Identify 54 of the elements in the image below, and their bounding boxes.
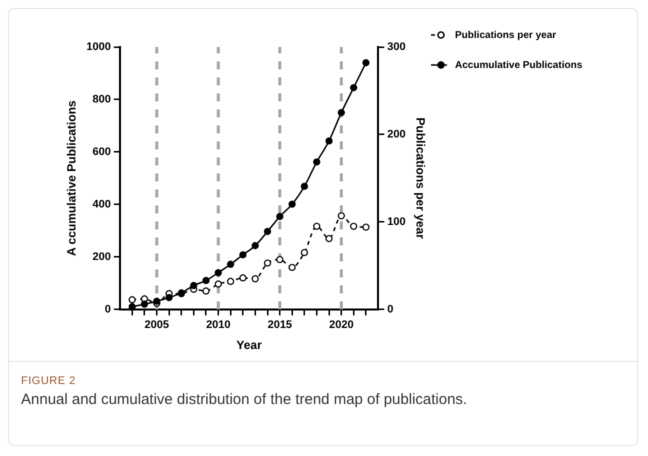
point <box>313 222 320 230</box>
caption: FIGURE 2 <box>21 375 77 387</box>
point <box>362 59 370 66</box>
y-tick-label: 0 <box>104 303 111 316</box>
point <box>239 251 247 258</box>
point <box>214 280 222 288</box>
point <box>128 303 136 310</box>
point <box>202 287 210 295</box>
y-tick-label: 800 <box>92 94 111 106</box>
x-tick-label: 2010 <box>206 319 231 332</box>
point <box>338 212 345 220</box>
y-axis-title: A ccumulative Publications <box>64 100 79 256</box>
point <box>252 242 259 250</box>
y-tick-label: 1000 <box>86 41 111 54</box>
point <box>350 222 358 230</box>
point <box>227 260 234 268</box>
point <box>300 182 308 190</box>
point <box>264 228 272 236</box>
x-tick-label: 2005 <box>144 319 170 332</box>
point <box>264 259 272 267</box>
point <box>350 84 358 92</box>
y-tick-label: 400 <box>92 198 111 210</box>
y2-tick-label: 0 <box>387 303 394 316</box>
y2-axis-title: Publications per year <box>413 118 428 240</box>
point <box>313 158 320 166</box>
point <box>276 256 284 264</box>
point <box>190 282 198 290</box>
point <box>202 276 210 284</box>
y2-tick-label: 200 <box>387 128 406 140</box>
legend-label: Accumulative Publications <box>455 60 583 71</box>
point <box>252 275 259 282</box>
x-axis-title: Year <box>236 338 262 352</box>
x-tick-label: 2020 <box>329 319 354 332</box>
point <box>276 212 284 220</box>
y2-tick-label: 100 <box>387 216 406 228</box>
point <box>300 248 308 256</box>
x-tick-label: 2015 <box>268 319 292 332</box>
point <box>325 234 333 242</box>
point <box>288 264 296 272</box>
point <box>165 294 173 302</box>
point <box>288 200 296 208</box>
point <box>214 269 222 276</box>
point <box>140 300 148 308</box>
point <box>239 274 247 282</box>
point <box>128 296 136 304</box>
y-tick-label: 600 <box>92 146 111 158</box>
text: Annual and cumulative distribution of the trend map of publications. <box>21 391 468 408</box>
y2-tick-label: 300 <box>387 41 406 54</box>
legend-label: Publications per year <box>455 30 556 41</box>
point <box>338 109 345 116</box>
point <box>362 224 370 231</box>
point <box>325 137 333 145</box>
y-tick-label: 200 <box>92 250 111 263</box>
point <box>227 278 234 286</box>
